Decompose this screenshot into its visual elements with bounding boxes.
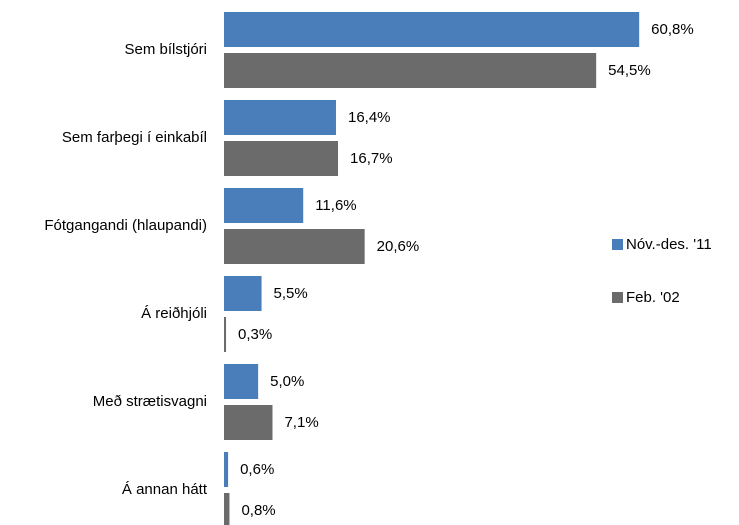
legend-swatch	[612, 239, 623, 250]
bar	[224, 229, 365, 264]
bar	[224, 364, 259, 399]
value-label: 0,8%	[241, 502, 275, 519]
bar	[224, 276, 262, 311]
category-label: Á annan hátt	[122, 481, 208, 498]
bar	[224, 188, 304, 223]
value-label: 5,5%	[274, 285, 308, 302]
legend-label: Nóv.-des. '11	[626, 236, 712, 253]
bar	[224, 53, 597, 88]
bar	[224, 405, 273, 440]
value-label: 0,6%	[240, 461, 274, 478]
value-label: 0,3%	[238, 326, 272, 343]
bar	[224, 100, 336, 135]
legend-swatch	[612, 292, 623, 303]
value-label: 20,6%	[377, 238, 420, 255]
bar	[224, 493, 230, 525]
bar	[224, 12, 640, 47]
value-label: 16,7%	[350, 150, 393, 167]
value-label: 7,1%	[284, 414, 318, 431]
legend-label: Feb. '02	[626, 289, 680, 306]
value-label: 54,5%	[608, 62, 651, 79]
category-label: Á reiðhjóli	[141, 305, 207, 322]
bar	[224, 141, 339, 176]
value-label: 11,6%	[315, 197, 356, 214]
value-label: 16,4%	[348, 109, 391, 126]
bar	[224, 317, 227, 352]
value-label: 60,8%	[651, 21, 694, 38]
category-label: Sem farþegi í einkabíl	[62, 129, 207, 146]
category-label: Sem bílstjóri	[124, 41, 207, 58]
category-label: Með strætisvagni	[93, 393, 207, 410]
value-label: 5,0%	[270, 373, 304, 390]
category-label: Fótgangandi (hlaupandi)	[44, 217, 207, 234]
bar	[224, 452, 229, 487]
